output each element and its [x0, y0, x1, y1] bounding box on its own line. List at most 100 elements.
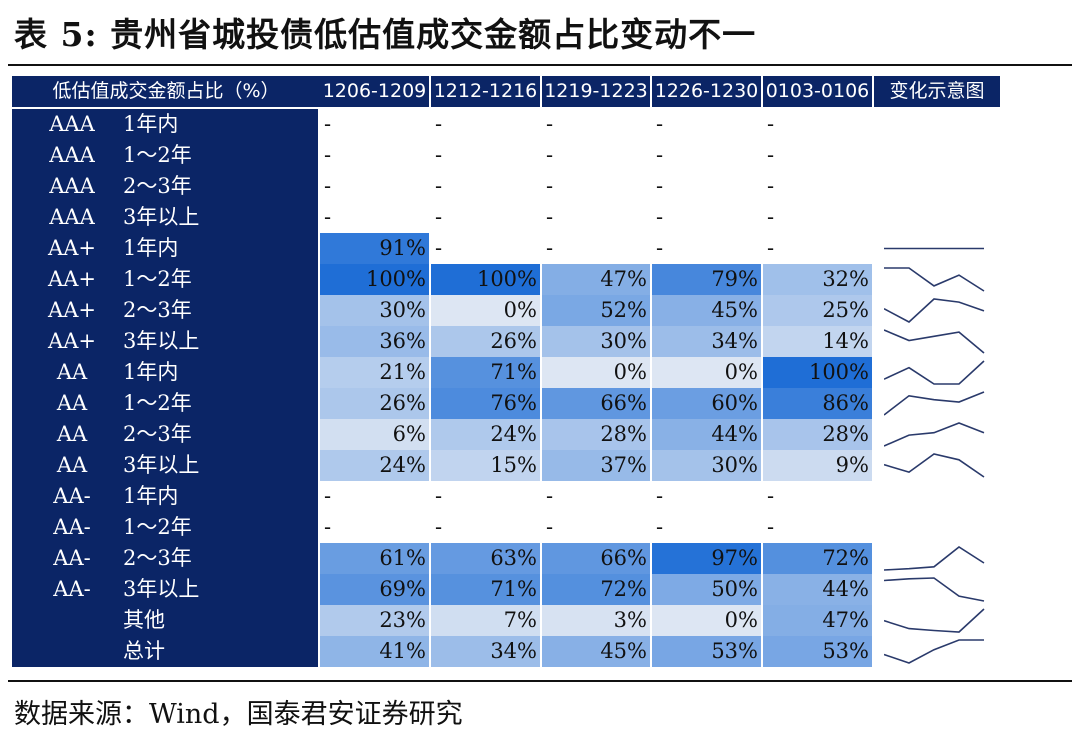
- row-label: AA 2～3年: [12, 419, 318, 450]
- value-cell: 15%: [431, 450, 540, 481]
- value-cell: 72%: [542, 574, 650, 605]
- table-row: AA+ 3年以上 36% 26% 30% 34% 14%: [12, 326, 1000, 357]
- value-cell: 28%: [763, 419, 872, 450]
- table-row: AA 1～2年 26% 76% 66% 60% 86%: [12, 388, 1000, 419]
- term-label: 1～2年: [123, 143, 192, 167]
- value-cell: 100%: [431, 264, 540, 295]
- value-cell: 86%: [763, 388, 872, 419]
- value-cell: 3%: [542, 605, 650, 636]
- value-cell: 7%: [431, 605, 540, 636]
- table-row: AA+ 1年内 91% - - - -: [12, 233, 1000, 264]
- value-cell: 30%: [320, 295, 429, 326]
- value-cell: 100%: [763, 357, 872, 388]
- value-cell: 50%: [652, 574, 761, 605]
- header-cell: 1219-1223: [542, 76, 650, 107]
- value-cell: -: [324, 112, 332, 136]
- row-label: AA+ 3年以上: [12, 326, 318, 357]
- value-cell: 60%: [652, 388, 761, 419]
- value-cell: -: [435, 484, 443, 508]
- value-cell: 0%: [652, 605, 761, 636]
- row-label: AA- 1年内: [12, 481, 318, 512]
- sparkline-path: [884, 329, 985, 354]
- value-cell: 36%: [320, 326, 429, 357]
- value-cell: 66%: [542, 543, 650, 574]
- table-row: AA- 2～3年 61% 63% 66% 97% 72%: [12, 543, 1000, 574]
- value-cell: -: [656, 515, 664, 539]
- row-label: AAA 1～2年: [12, 140, 318, 171]
- row-label: AA+ 1年内: [12, 233, 318, 264]
- bottom-rule: [8, 680, 1072, 682]
- table-row: AA- 3年以上 69% 71% 72% 50% 44%: [12, 574, 1000, 605]
- sparkline-path: [884, 639, 984, 664]
- value-cell: 9%: [763, 450, 872, 481]
- trend-sparkline: [884, 391, 985, 416]
- rating-label: AA: [56, 453, 88, 477]
- value-cell: 28%: [542, 419, 650, 450]
- trend-sparkline: [884, 267, 985, 292]
- value-cell: 63%: [431, 543, 540, 574]
- rating-label: AA+: [48, 267, 96, 291]
- value-cell: 0%: [542, 357, 650, 388]
- value-cell: -: [656, 484, 664, 508]
- value-cell: 45%: [652, 295, 761, 326]
- rating-label: AA: [56, 422, 88, 446]
- value-cell: 23%: [320, 605, 429, 636]
- term-label: 其他: [123, 608, 165, 632]
- table-title: 表 5: 贵州省城投债低估值成交金额占比变动不一: [14, 15, 757, 54]
- source-note: 数据来源：Wind，国泰君安证券研究: [14, 699, 463, 730]
- value-cell: -: [767, 112, 775, 136]
- value-cell: 53%: [652, 636, 761, 667]
- value-cell: -: [767, 515, 775, 539]
- value-cell: -: [435, 143, 443, 167]
- table-row: AA 2～3年 6% 24% 28% 44% 28%: [12, 419, 1000, 450]
- term-label: 2～3年: [123, 422, 192, 446]
- row-label: AAA 2～3年: [12, 171, 318, 202]
- value-cell: -: [324, 205, 332, 229]
- value-cell: -: [324, 143, 332, 167]
- value-cell: 47%: [542, 264, 650, 295]
- table-row: AAA 2～3年 - - - - -: [12, 171, 1000, 202]
- value-cell: -: [435, 515, 443, 539]
- sparkline-path: [884, 298, 985, 323]
- term-label: 1年内: [123, 236, 179, 260]
- table-row: AA+ 2～3年 30% 0% 52% 45% 25%: [12, 295, 1000, 326]
- rating-label: AA+: [48, 236, 96, 260]
- value-cell: 24%: [431, 419, 540, 450]
- row-label: 总计: [12, 636, 318, 667]
- term-label: 1～2年: [123, 391, 192, 415]
- row-label: AA- 3年以上: [12, 574, 318, 605]
- value-cell: 34%: [431, 636, 540, 667]
- value-cell: 21%: [320, 357, 429, 388]
- value-cell: -: [435, 174, 443, 198]
- term-label: 1年内: [123, 360, 179, 384]
- term-label: 1年内: [123, 484, 179, 508]
- value-cell: 76%: [431, 388, 540, 419]
- value-cell: 69%: [320, 574, 429, 605]
- value-cell: -: [656, 143, 664, 167]
- row-label: AA 1～2年: [12, 388, 318, 419]
- sparkline-path: [884, 577, 985, 602]
- value-cell: 41%: [320, 636, 429, 667]
- term-label: 1～2年: [123, 267, 192, 291]
- sparkline-path: [884, 267, 985, 292]
- row-label: AAA 1年内: [12, 109, 318, 140]
- header-cell: 低估值成交金额占比（%）: [12, 76, 320, 107]
- sparkline-path: [884, 608, 985, 633]
- value-cell: 0%: [431, 295, 540, 326]
- value-cell: -: [546, 205, 554, 229]
- value-cell: -: [435, 236, 443, 260]
- sparkline-path: [884, 546, 985, 571]
- term-label: 3年以上: [123, 329, 200, 353]
- value-cell: 45%: [542, 636, 650, 667]
- value-cell: 14%: [763, 326, 872, 357]
- value-cell: -: [656, 205, 664, 229]
- rating-label: AA: [56, 360, 88, 384]
- value-cell: -: [435, 205, 443, 229]
- value-cell: 91%: [320, 233, 429, 264]
- trend-sparkline: [884, 329, 985, 354]
- value-cell: 47%: [763, 605, 872, 636]
- header-row: 低估值成交金额占比（%） 1206-1209 1212-1216 1219-1223 1…: [12, 76, 1000, 107]
- row-label: AA+ 1～2年: [12, 264, 318, 295]
- row-label: AAA 3年以上: [12, 202, 318, 233]
- value-cell: 53%: [763, 636, 872, 667]
